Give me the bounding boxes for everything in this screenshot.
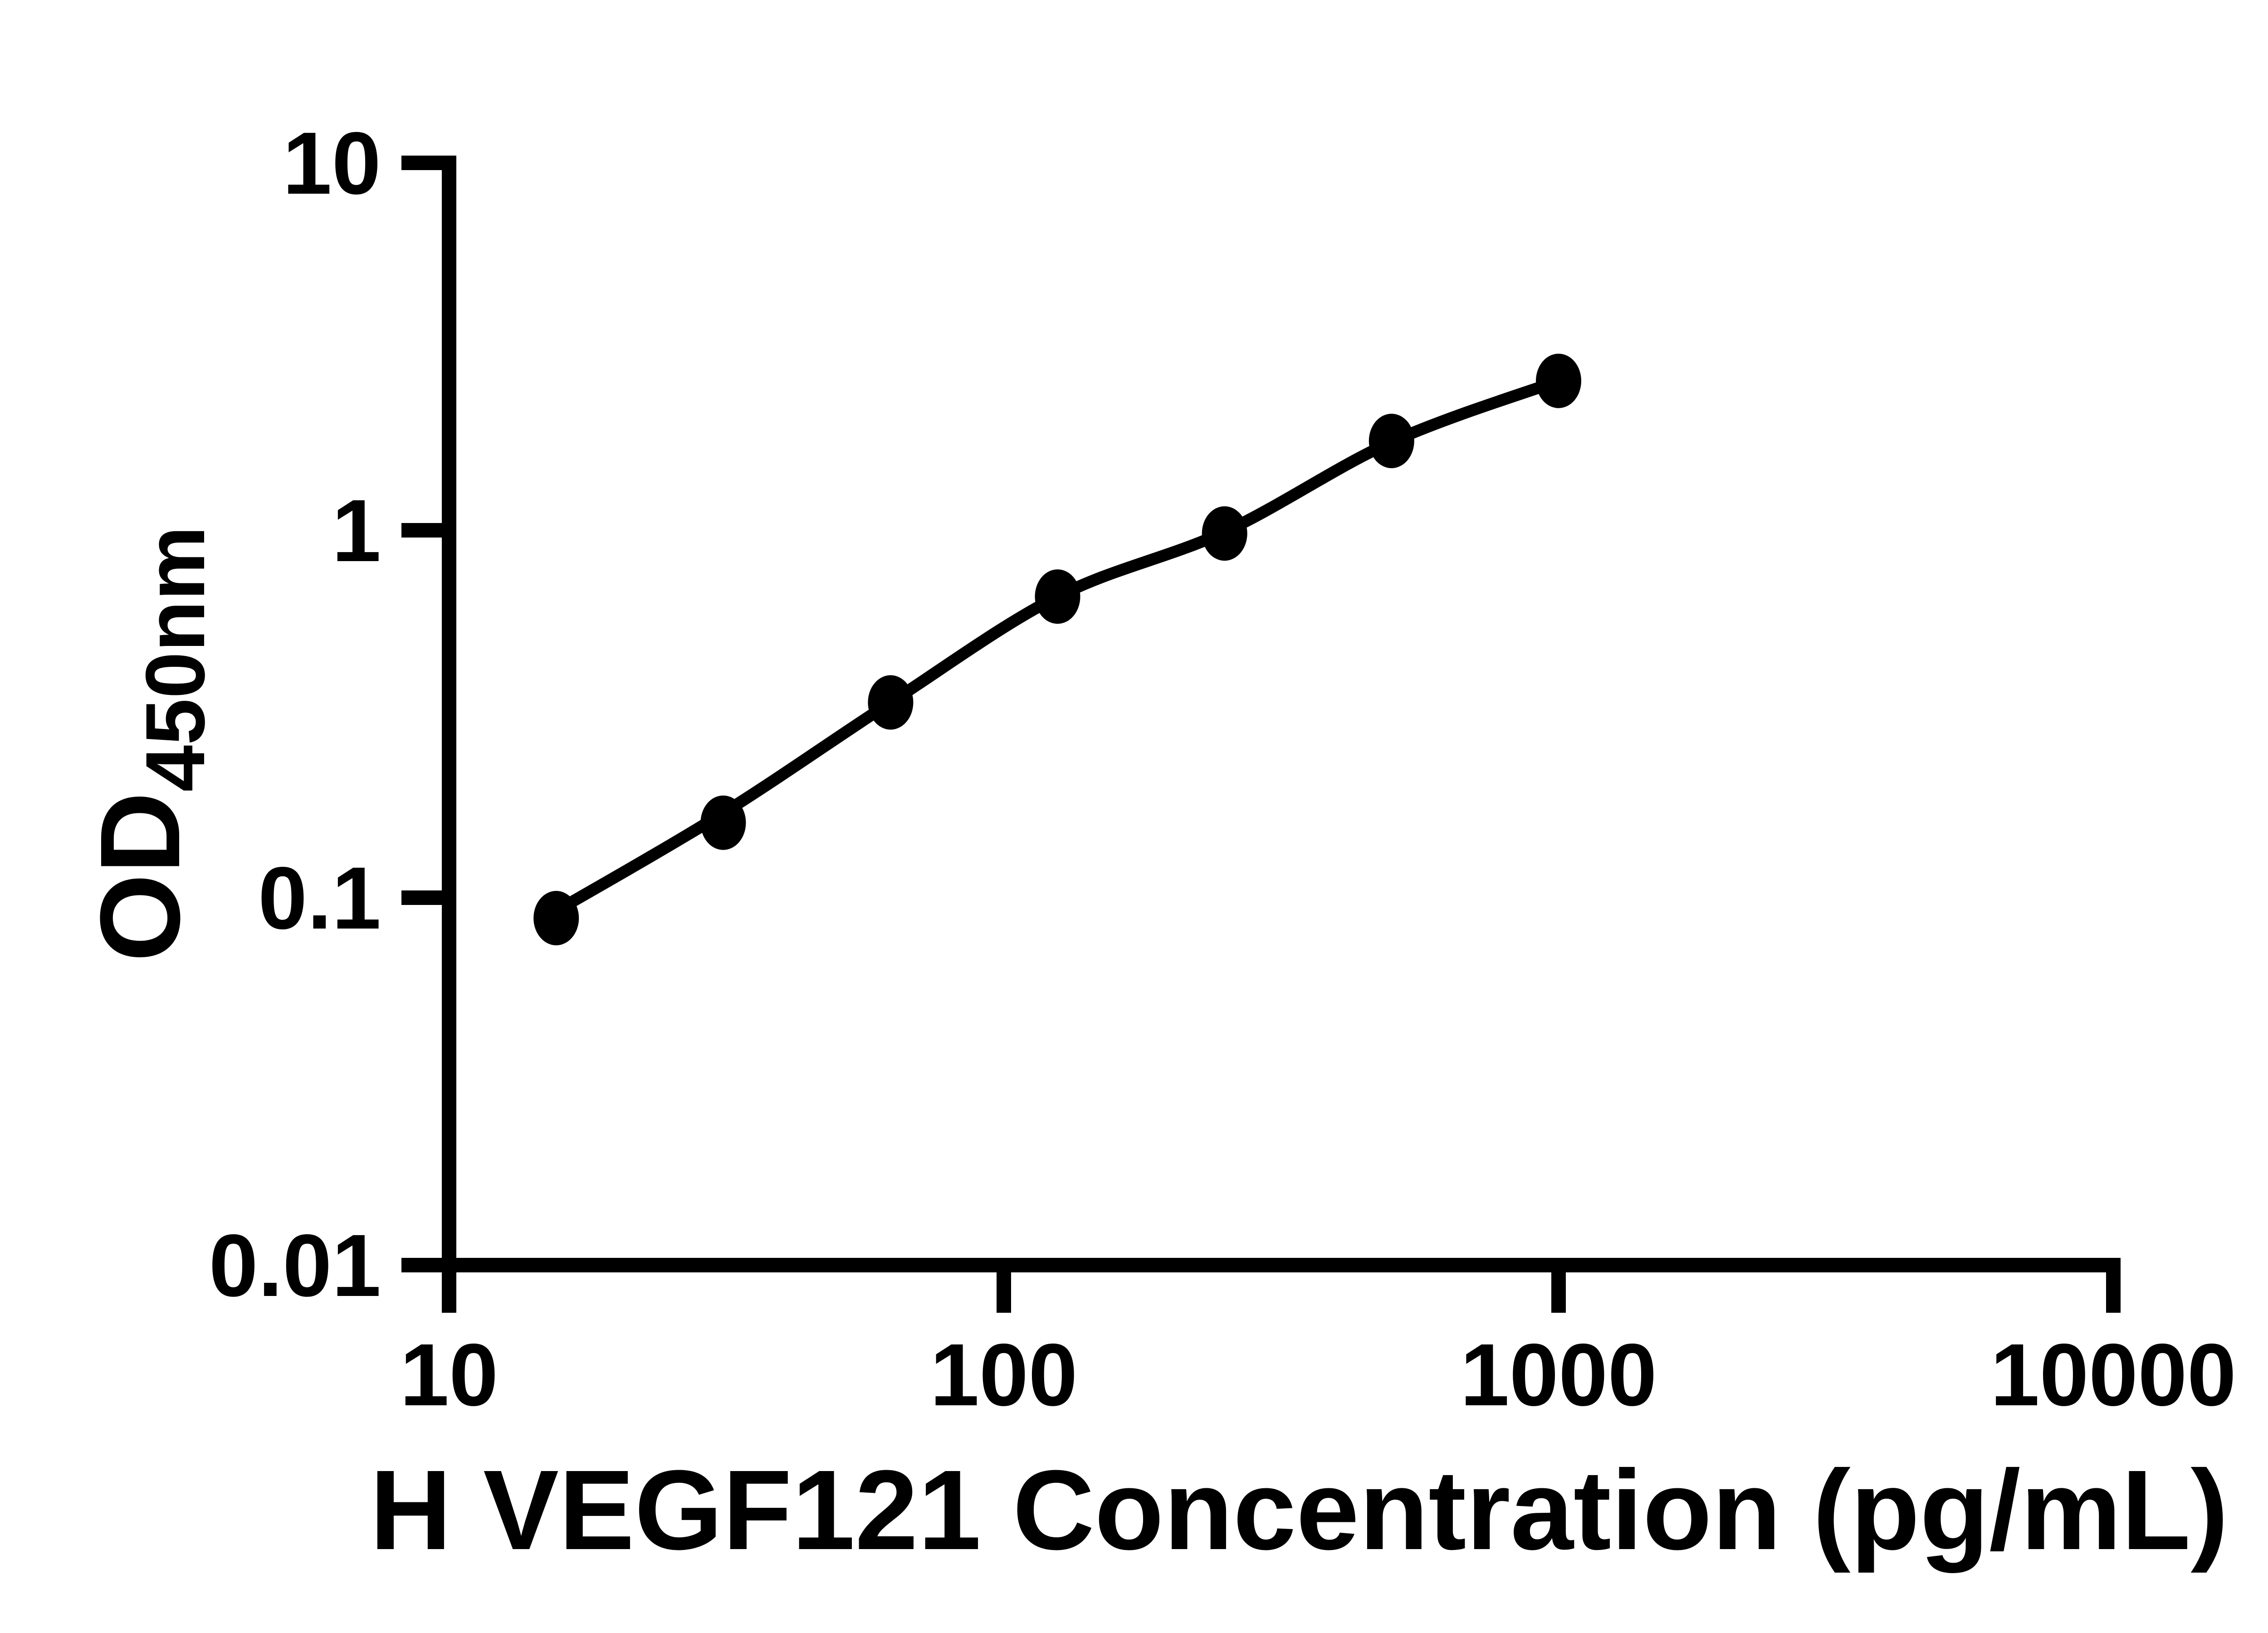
y-tick-label: 0.1 — [258, 849, 381, 948]
axes — [401, 156, 2121, 1313]
data-points — [533, 353, 1581, 945]
data-point — [1369, 414, 1414, 469]
y-tick-label: 10 — [283, 114, 381, 213]
data-point — [700, 795, 746, 850]
y-axis-title: OD450nm — [77, 526, 222, 962]
x-tick-labels: 10 100 1000 10000 — [400, 1325, 2237, 1424]
data-point — [868, 675, 914, 730]
x-tick-label: 10 — [400, 1325, 499, 1424]
y-tick-label: 1 — [332, 481, 381, 580]
x-tick-label: 1000 — [1460, 1325, 1657, 1424]
y-axis-title-main: OD — [77, 792, 203, 962]
x-tick-label: 100 — [930, 1325, 1077, 1424]
data-point — [1202, 506, 1247, 561]
data-point — [1035, 569, 1080, 624]
x-tick-label: 10000 — [1990, 1325, 2236, 1424]
y-tick-label: 0.01 — [209, 1216, 381, 1315]
y-axis-title-subscript: 450nm — [129, 526, 222, 792]
x-axis-title: H VEGF121 Concentration (pg/mL) — [370, 1447, 2229, 1573]
data-point — [533, 891, 579, 945]
y-tick-labels: 10 1 0.1 0.01 — [209, 114, 381, 1315]
data-point — [1536, 353, 1581, 408]
